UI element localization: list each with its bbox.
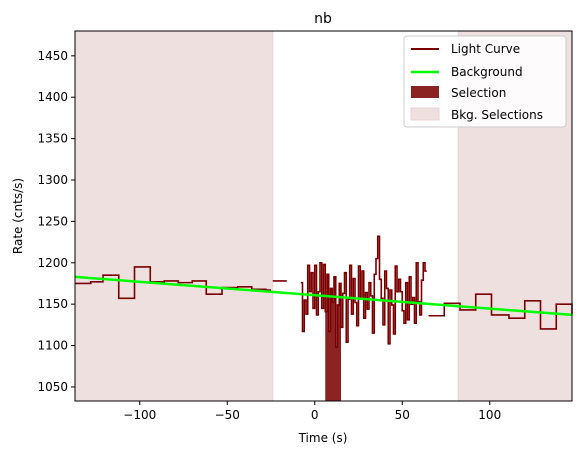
y-tick-label: 1350 xyxy=(37,132,68,146)
legend-label-background: Background xyxy=(451,65,523,79)
plot-area-frame xyxy=(74,30,573,402)
y-tick-label: 1150 xyxy=(37,297,68,311)
x-tick-label: −100 xyxy=(123,408,156,422)
legend-label-selection: Selection xyxy=(451,86,506,100)
chart-title: nb xyxy=(314,11,332,27)
y-axis-ticks: 1050 1100 1150 1200 1250 1300 1350 1400 1450 xyxy=(37,49,75,394)
y-tick-label: 1300 xyxy=(37,173,68,187)
y-tick-label: 1100 xyxy=(37,339,68,353)
y-tick-label: 1050 xyxy=(37,380,68,394)
x-tick-label: 0 xyxy=(311,408,319,422)
selection-region xyxy=(325,274,341,401)
data-lines xyxy=(74,235,573,348)
legend-box xyxy=(403,35,567,128)
y-tick-label: 1200 xyxy=(37,256,68,270)
y-axis-label: Rate (cnts/s) xyxy=(11,178,25,254)
x-tick-label: 100 xyxy=(478,408,501,422)
x-tick-label: 50 xyxy=(395,408,410,422)
background-fit-line xyxy=(74,275,573,317)
x-axis-label: Time (s) xyxy=(298,431,348,445)
bkg-selection-region xyxy=(74,30,274,402)
x-axis-ticks: −100 −50 0 50 100 xyxy=(123,401,501,422)
light-curve-line xyxy=(75,235,573,348)
legend-label-light-curve: Light Curve xyxy=(451,42,520,56)
x-tick-label: −50 xyxy=(215,408,240,422)
legend: Light Curve Background Selection Bkg. Se… xyxy=(403,35,567,128)
y-tick-label: 1250 xyxy=(37,214,68,228)
y-tick-label: 1450 xyxy=(37,49,68,63)
y-tick-label: 1400 xyxy=(37,90,68,104)
legend-label-bkg-selections: Bkg. Selections xyxy=(451,108,543,122)
legend-swatch-bkg-selections xyxy=(410,107,440,121)
legend-swatch-selection xyxy=(411,86,439,98)
